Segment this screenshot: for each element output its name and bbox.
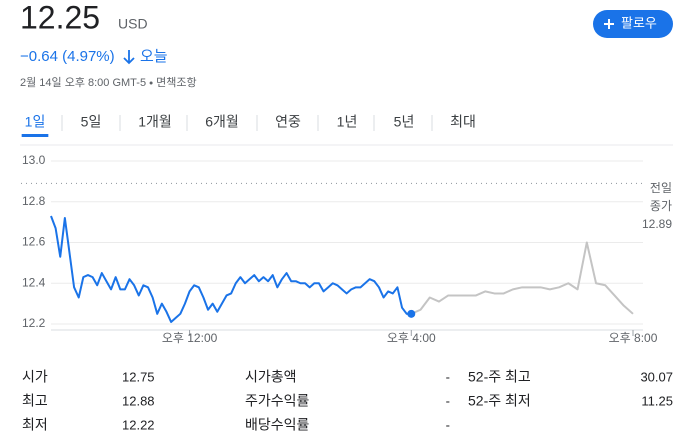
follow-button[interactable]: 팔로우 [593,10,673,38]
stat-value: 30.07 [640,369,673,384]
price-line [50,215,412,323]
current-dot [407,309,416,318]
price-line [410,241,634,315]
x-tick-label: 오후 4:00 [387,331,436,345]
tab[interactable]: 연중 [275,114,301,130]
y-tick-label: 12.2 [22,316,46,330]
period: 오늘 [140,48,168,65]
y-tick-label: 12.6 [22,235,46,249]
stat-label: 배당수익률 [245,417,310,433]
reference-label: 종가 [650,199,672,213]
y-tick-label: 13.0 [22,153,46,167]
plus-icon [604,19,614,29]
tab[interactable]: 1일 [25,114,46,130]
stat-label: 시가 [22,369,48,385]
stat-value: - [446,369,450,384]
stat-label: 시가총액 [245,369,297,385]
stat-value: 12.75 [122,369,155,384]
date: 2월 14일 오후 8:00 GMT-5 [20,75,146,89]
tab[interactable]: 6개월 [205,114,239,130]
x-tick-label: 오후 8:00 [609,331,658,345]
reference-value: 12.89 [642,217,672,231]
separator [149,81,153,85]
tab[interactable]: 최대 [450,114,476,130]
price: 12.25 [20,0,100,35]
follow-label[interactable]: 팔로우 [621,15,657,30]
stat-label: 최고 [22,393,48,409]
tab[interactable]: 1개월 [138,114,172,130]
stat-label: 주가수익률 [245,393,310,409]
tab[interactable]: 5일 [81,114,102,130]
stat-label: 52-주 최저 [468,393,531,409]
stat-label: 52-주 최고 [468,369,531,385]
stat-value: 12.88 [122,393,155,408]
y-tick-label: 12.8 [22,194,46,208]
y-tick-label: 12.4 [22,275,46,289]
reference-label: 전일 [650,181,672,195]
follow-button-bg[interactable] [593,10,673,38]
tab-underline [21,134,49,137]
x-tick-label: 오후 12:00 [162,331,218,345]
stat-value: 11.25 [641,393,673,408]
stat-label: 최저 [22,417,48,433]
disclaimer-link[interactable]: 면책조항 [156,76,196,89]
change: −0.64 (4.97%) [20,48,115,65]
tab[interactable]: 5년 [394,114,415,130]
stat-value: - [446,417,450,432]
tab[interactable]: 1년 [337,114,358,130]
down-arrow [123,50,135,65]
currency: USD [118,16,148,32]
stat-value: - [446,393,450,408]
stat-value: 12.22 [122,417,155,432]
